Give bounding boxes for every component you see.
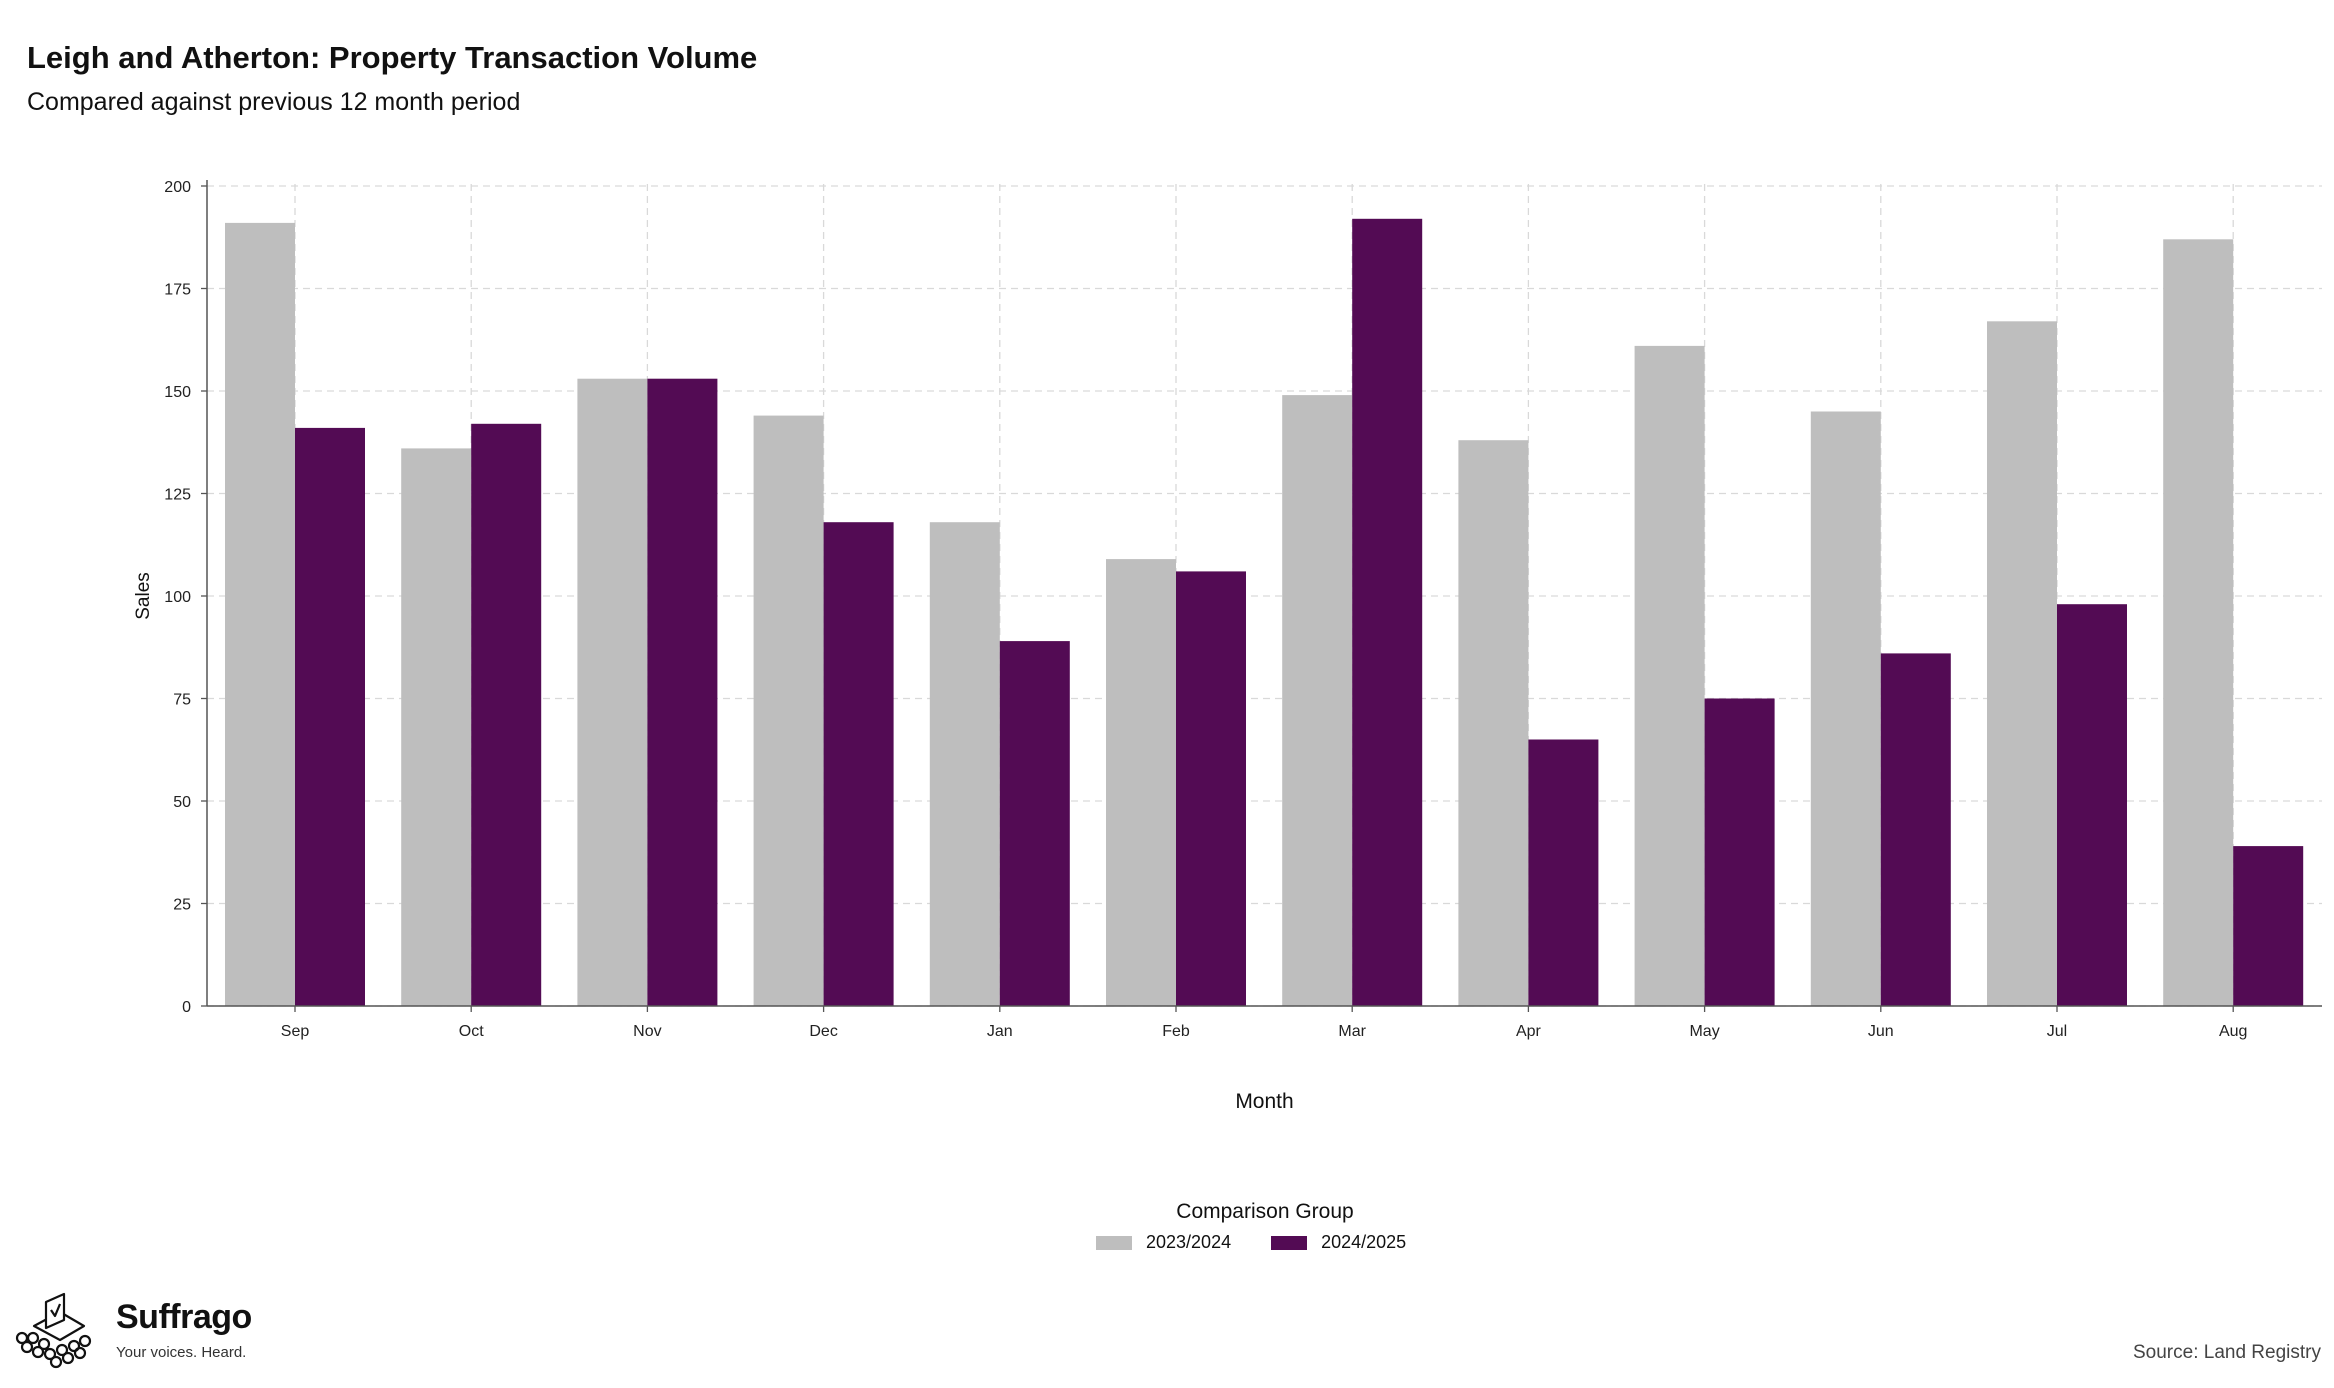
bar <box>2233 846 2304 1006</box>
legend-title: Comparison Group <box>1176 1200 1354 1223</box>
y-tick-label: 175 <box>164 282 191 299</box>
x-tick-label: Mar <box>1338 1023 1366 1040</box>
bar <box>1106 559 1176 1006</box>
y-tick-label: 50 <box>173 794 191 811</box>
legend-item-2023-2024: 2023/2024 <box>1096 1232 1231 1253</box>
y-tick-label: 125 <box>164 487 191 504</box>
bar <box>753 415 824 1007</box>
bar <box>823 522 894 1006</box>
x-tick-label: Jun <box>1868 1023 1894 1040</box>
x-tick-label: Sep <box>281 1023 310 1040</box>
bar <box>1704 698 1775 1006</box>
legend: 2023/2024 2024/2025 <box>1096 1232 1406 1253</box>
y-axis-title: Sales <box>133 572 154 620</box>
y-tick-label: 0 <box>182 999 191 1016</box>
y-tick-label: 25 <box>173 897 191 914</box>
x-tick-label: Feb <box>1162 1023 1190 1040</box>
bar <box>2057 604 2127 1006</box>
x-tick-label: Dec <box>809 1023 837 1040</box>
bar-chart: 0 25 50 75 100 125 150 175 200 Sep Oct Nov Dec Jan Feb… <box>133 179 2322 1113</box>
x-axis-title: Month <box>1235 1090 1293 1113</box>
bar <box>2163 239 2234 1007</box>
x-tick-label: Jul <box>2047 1023 2067 1040</box>
bar <box>1528 739 1599 1006</box>
y-tick-label: 150 <box>164 384 191 401</box>
bar <box>401 448 472 1006</box>
bar <box>1176 571 1246 1006</box>
bar <box>1458 440 1529 1006</box>
brand-name: Suffrago <box>116 1298 252 1336</box>
x-tick-label: Oct <box>459 1023 484 1040</box>
y-tick-label: 200 <box>164 179 191 196</box>
ballot-box-icon <box>14 1292 106 1377</box>
bar <box>999 641 1070 1006</box>
bar <box>1282 395 1353 1007</box>
bar <box>471 423 542 1006</box>
bar <box>647 378 718 1006</box>
x-tick-label: May <box>1689 1023 1719 1040</box>
bar <box>1987 321 2057 1006</box>
legend-swatch-2023-2024 <box>1096 1235 1132 1250</box>
x-tick-label: Apr <box>1516 1023 1542 1040</box>
source-note: Source: Land Registry <box>2133 1342 2321 1363</box>
bar <box>1634 345 1705 1006</box>
bar <box>1352 218 1423 1007</box>
legend-label: 2023/2024 <box>1146 1232 1232 1252</box>
bar <box>225 222 295 1006</box>
bar <box>577 378 648 1006</box>
brand-logo: Suffrago Your voices. Heard. <box>14 1292 252 1377</box>
brand-tagline: Your voices. Heard. <box>116 1344 247 1361</box>
legend-item-2024-2025: 2024/2025 <box>1271 1232 1406 1253</box>
chart-subtitle: Compared against previous 12 month perio… <box>27 88 521 116</box>
y-tick-label: 75 <box>173 692 191 709</box>
legend-swatch-2024-2025 <box>1271 1235 1308 1250</box>
bar <box>295 427 365 1006</box>
x-tick-label: Jan <box>987 1023 1013 1040</box>
x-tick-label: Aug <box>2219 1023 2247 1040</box>
bar <box>1810 411 1881 1006</box>
chart-title: Leigh and Atherton: Property Transaction… <box>27 40 758 75</box>
bar <box>1880 653 1951 1006</box>
legend-label: 2024/2025 <box>1321 1232 1407 1252</box>
y-tick-label: 100 <box>164 589 191 606</box>
x-tick-label: Nov <box>633 1023 661 1040</box>
bar <box>929 522 1000 1006</box>
